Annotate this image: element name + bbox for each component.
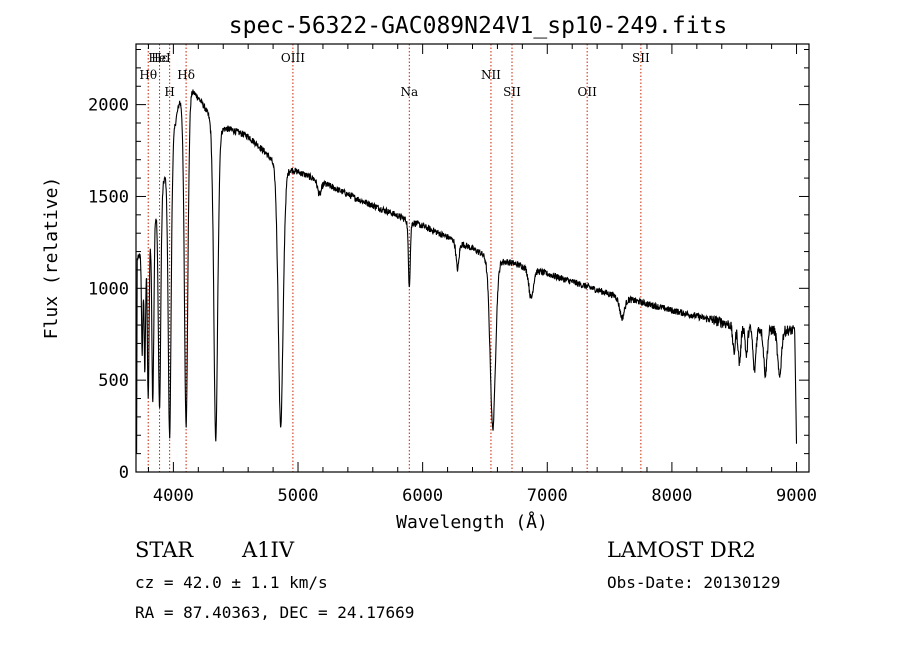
object-type: STAR <box>135 538 194 562</box>
x-tick-label-1: 5000 <box>278 486 319 506</box>
y-axis-label: Flux (relative) <box>41 177 62 340</box>
line-label-4: Hδ <box>177 68 195 82</box>
x-axis: 4000 5000 6000 7000 8000 9000 <box>147 44 817 506</box>
survey-name: LAMOST DR2 <box>607 538 756 562</box>
coordinates: RA = 87.40363, DEC = 24.17669 <box>135 603 415 622</box>
y-axis: 0 500 1000 1500 2000 <box>88 49 809 483</box>
line-markers <box>147 44 642 472</box>
line-label-1: H <box>164 85 174 99</box>
y-tick-label-3: 1500 <box>88 187 129 207</box>
line-label-10: SII <box>632 51 650 65</box>
x-tick-label-2: 6000 <box>402 486 443 506</box>
x-tick-label-0: 4000 <box>153 486 194 506</box>
x-axis-label: Wavelength (Å) <box>396 511 548 533</box>
object-subclass: A1IV <box>242 538 294 562</box>
line-label-5: OIII <box>281 51 305 65</box>
line-label-7: NII <box>481 68 501 82</box>
observation-date: Obs-Date: 20130129 <box>607 573 781 592</box>
spectrum-line <box>136 89 798 454</box>
line-label-6: Na <box>400 85 418 99</box>
x-tick-label-5: 9000 <box>776 486 817 506</box>
line-label-3: Hθ <box>139 68 157 82</box>
plot-frame <box>135 43 810 473</box>
chart-title: spec-56322-GAC089N24V1_sp10-249.fits <box>229 13 728 39</box>
line-label-8: SII <box>503 85 521 99</box>
line-label-0: Hε <box>151 51 168 65</box>
line-label-9: OII <box>577 85 597 99</box>
line-label-2: HeI <box>148 51 171 65</box>
x-tick-label-3: 7000 <box>527 486 568 506</box>
y-tick-label-4: 2000 <box>88 96 129 116</box>
y-tick-label-2: 1000 <box>88 279 129 299</box>
y-tick-label-0: 0 <box>119 463 129 483</box>
x-tick-label-4: 8000 <box>651 486 692 506</box>
redshift-cz: cz = 42.0 ± 1.1 km/s <box>135 573 328 592</box>
y-tick-label-1: 500 <box>98 371 129 391</box>
